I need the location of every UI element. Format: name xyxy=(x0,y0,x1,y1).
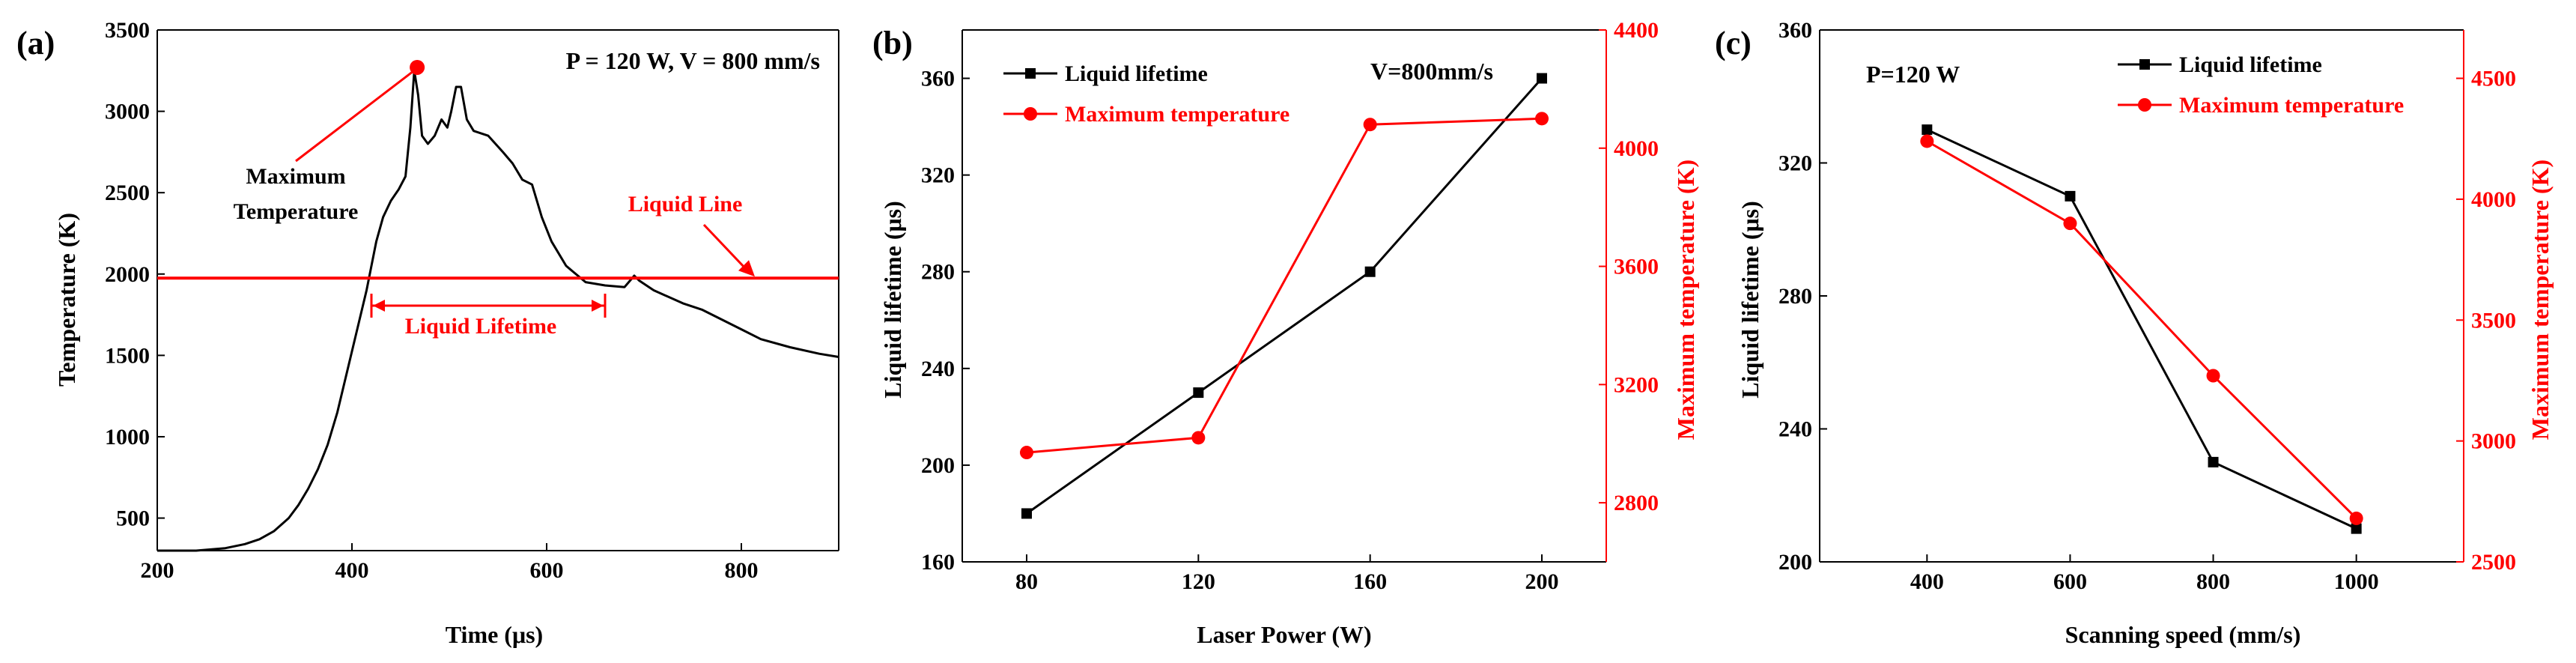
panel-c-y2label: Maximum temperature (K) xyxy=(2527,160,2554,440)
panel-c-legend-marker-maximum-temperature xyxy=(2138,98,2151,112)
panel-c-xtick-label: 1000 xyxy=(2334,569,2379,594)
panel-b-liquid-lifetime-point xyxy=(1364,266,1376,277)
panel-c-maximum-temperature-point xyxy=(2349,511,2363,525)
panel-c-ytick-label: 320 xyxy=(1778,151,1812,176)
panel-b-y2tick-label: 3200 xyxy=(1614,372,1659,397)
panel-c-label: (c) xyxy=(1715,25,1752,61)
panel-b-liquid-lifetime-point xyxy=(1537,73,1547,84)
max-temp-label-line1: Maximum xyxy=(246,164,345,189)
liquid-lifetime-label: Liquid Lifetime xyxy=(405,314,557,339)
panel-a-ytick-label: 3500 xyxy=(105,18,150,43)
panel-b-legend-label-1: Liquid lifetime xyxy=(1065,61,1208,86)
panel-b-y2tick-label: 2800 xyxy=(1614,491,1659,515)
panel-c-ytick-label: 360 xyxy=(1778,18,1812,43)
lifetime-arrowhead-right xyxy=(592,300,604,312)
panel-c-xtick-label: 400 xyxy=(1910,569,1944,594)
panel-c-maximum-temperature-point xyxy=(1920,134,1934,148)
max-temp-label-line2: Temperature xyxy=(234,199,359,224)
panel-c-maximum-temperature-point xyxy=(2063,217,2077,231)
panel-b-ytick-label: 240 xyxy=(921,357,955,381)
panel-c-maximum-temperature-point xyxy=(2206,369,2220,383)
panel-b-legend-label-2: Maximum temperature xyxy=(1065,102,1289,127)
temperature-curve xyxy=(157,69,839,552)
panel-a-ytick-label: 3000 xyxy=(105,100,150,124)
max-temp-pointer xyxy=(295,70,415,163)
panel-a-xtick-label: 400 xyxy=(335,558,369,583)
panel-a-ytick-label: 1000 xyxy=(105,425,150,449)
panel-b-xtick-label: 160 xyxy=(1353,569,1387,594)
panel-c-legend-label-1: Liquid lifetime xyxy=(2179,52,2322,77)
panel-b-xtick-label: 120 xyxy=(1182,569,1215,594)
panel-b-xlabel: Laser Power (W) xyxy=(1197,621,1371,648)
panel-b-ytick-label: 200 xyxy=(921,453,955,478)
panel-c-liquid-lifetime-line xyxy=(1926,128,2357,530)
panel-c-liquid-lifetime-point xyxy=(2208,456,2219,467)
panel-b-legend-marker-liquid-lifetime xyxy=(1025,68,1036,79)
panel-c-ytick-label: 240 xyxy=(1778,417,1812,442)
panel-c-y2tick-label: 4000 xyxy=(2471,187,2516,212)
panel-b-label: (b) xyxy=(872,25,913,61)
panel-c-xtick-label: 600 xyxy=(2053,569,2087,594)
panel-b-liquid-lifetime-point xyxy=(1193,387,1204,399)
liquid-line-label: Liquid Line xyxy=(628,192,743,217)
panel-b-legend-marker-maximum-temperature xyxy=(1024,107,1037,121)
panel-b-xtick-label: 200 xyxy=(1525,569,1559,594)
panel-c-xlabel: Scanning speed (mm/s) xyxy=(2065,621,2301,648)
panel-c-annotation: P=120 W xyxy=(1866,61,1960,88)
panel-b-ytick-label: 160 xyxy=(921,550,955,575)
panel-b-ytick-label: 360 xyxy=(921,67,955,91)
panel-b-liquid-lifetime-point xyxy=(1021,508,1032,519)
panel-b-liquid-lifetime-line xyxy=(1026,77,1543,515)
panel-c-y2tick-label: 3000 xyxy=(2471,429,2516,454)
panel-c-liquid-lifetime-point xyxy=(2351,523,2362,534)
panel-c-ytick-label: 200 xyxy=(1778,550,1812,575)
panel-c-maximum-temperature-line xyxy=(1926,140,2357,519)
panel-c-xtick-label: 800 xyxy=(2196,569,2230,594)
panel-a: (a) P = 120 W, V = 800 mm/s Time (μs) Te… xyxy=(16,18,839,648)
panel-b-y2label: Maximum temperature (K) xyxy=(1672,160,1699,440)
panel-c-y2tick-label: 3500 xyxy=(2471,308,2516,333)
panel-b-ytick-label: 320 xyxy=(921,163,955,188)
panel-b-ytick-label: 280 xyxy=(921,260,955,285)
panel-a-ytick-label: 1500 xyxy=(105,343,150,368)
panel-c-ylabel: Liquid lifetime (μs) xyxy=(1737,201,1764,398)
liquid-line-arrowhead xyxy=(738,260,755,277)
panel-a-xlabel: Time (μs) xyxy=(446,621,543,648)
panel-b-y2tick-label: 4000 xyxy=(1614,136,1659,161)
liquid-line-arrow-shaft xyxy=(702,223,750,273)
panel-b-y2tick-label: 4400 xyxy=(1614,18,1659,43)
panel-a-ytick-label: 2500 xyxy=(105,181,150,205)
panel-c-ytick-label: 280 xyxy=(1778,284,1812,309)
panel-a-ytick-label: 500 xyxy=(116,506,150,531)
panel-b-ylabel: Liquid lifetime (μs) xyxy=(879,201,906,398)
panel-c-y2tick-label: 2500 xyxy=(2471,550,2516,575)
panel-b-annotation: V=800mm/s xyxy=(1370,58,1493,85)
panel-a-xtick-label: 800 xyxy=(725,558,759,583)
panel-b: (b) V=800mm/s Laser Power (W) Liquid lif… xyxy=(872,18,1699,648)
panel-a-xtick-label: 600 xyxy=(530,558,564,583)
panel-b-xtick-label: 80 xyxy=(1015,569,1038,594)
panel-a-xtick-label: 200 xyxy=(141,558,174,583)
panel-a-ylabel: Temperature (K) xyxy=(53,213,80,387)
panel-c-liquid-lifetime-point xyxy=(2065,190,2076,202)
max-temp-marker xyxy=(410,59,425,75)
panel-b-maximum-temperature-point xyxy=(1363,118,1377,132)
panel-c: (c) P=120 W Scanning speed (mm/s) Liquid… xyxy=(1715,18,2554,648)
panel-a-label: (a) xyxy=(16,25,55,61)
panel-c-y2tick-label: 4500 xyxy=(2471,67,2516,91)
panel-b-maximum-temperature-point xyxy=(1535,112,1549,126)
panel-b-maximum-temperature-point xyxy=(1191,431,1206,445)
panel-b-y2tick-label: 3600 xyxy=(1614,255,1659,279)
panel-a-title: P = 120 W, V = 800 mm/s xyxy=(566,47,820,74)
lifetime-arrowhead-left xyxy=(373,300,385,312)
panel-b-maximum-temperature-line xyxy=(1026,117,1543,454)
panel-c-legend-marker-liquid-lifetime xyxy=(2139,59,2150,70)
panel-b-maximum-temperature-point xyxy=(1020,446,1033,460)
panel-a-ytick-label: 2000 xyxy=(105,262,150,287)
panel-c-legend-label-2: Maximum temperature xyxy=(2179,93,2404,118)
panel-c-liquid-lifetime-point xyxy=(1922,124,1933,136)
